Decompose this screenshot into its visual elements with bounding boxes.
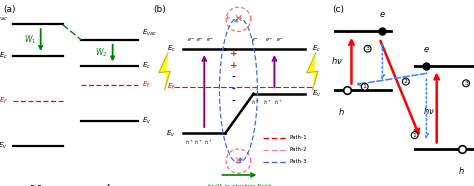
Polygon shape [159,52,170,90]
Text: 3: 3 [464,81,468,86]
Text: $h^+$: $h^+$ [263,98,271,107]
Text: $e^-$: $e^-$ [196,37,205,44]
Text: 1: 1 [363,84,366,89]
Text: 1: 1 [413,133,417,138]
Text: (b): (b) [153,5,166,15]
Text: $h^+$: $h^+$ [251,98,260,107]
Text: $\mathrm{PtS_2}$: $\mathrm{PtS_2}$ [29,184,46,186]
Text: $E_v$: $E_v$ [312,89,322,99]
Text: ✕: ✕ [234,156,243,166]
Text: $e^-$: $e^-$ [276,37,284,44]
Text: $e^-$: $e^-$ [187,37,195,44]
Text: Path-3: Path-3 [290,160,307,164]
Text: $E_F$: $E_F$ [142,80,152,90]
Text: $e^-$: $e^-$ [264,37,273,44]
Text: $e^-$: $e^-$ [251,37,260,44]
Text: $E_c$: $E_c$ [312,44,321,54]
Polygon shape [307,52,318,90]
Text: 2: 2 [404,79,408,84]
Text: $W_1$: $W_1$ [24,34,36,46]
Text: $h$: $h$ [338,106,345,117]
Text: $E_F$: $E_F$ [166,82,176,92]
Text: built-in electric field: built-in electric field [208,185,271,186]
Text: $h^+$: $h^+$ [274,98,283,107]
Text: (a): (a) [3,5,16,15]
Text: $e$: $e$ [423,45,430,54]
Text: (c): (c) [332,5,345,15]
Text: 3: 3 [365,46,370,51]
Text: $h\nu$: $h\nu$ [331,55,343,66]
Text: -: - [232,73,236,82]
Text: Are: Are [106,184,119,186]
Text: $e$: $e$ [379,10,386,19]
Text: $h\nu$: $h\nu$ [423,105,435,116]
Text: $E_v$: $E_v$ [166,128,176,139]
Text: $E_v$: $E_v$ [142,116,152,126]
Text: $E_v$: $E_v$ [0,140,8,151]
Text: ✕: ✕ [234,14,243,24]
Text: -: - [232,85,236,94]
Text: +: + [230,49,237,58]
Text: $h$: $h$ [458,165,465,176]
Text: $E_c$: $E_c$ [142,61,151,71]
Text: Path-2: Path-2 [290,147,307,152]
Text: $E_c$: $E_c$ [167,44,176,54]
Text: $h^+$: $h^+$ [194,138,203,147]
Text: $h^+$: $h^+$ [204,138,212,147]
Text: $E_F$: $E_F$ [0,95,8,106]
Text: $h^+$: $h^+$ [185,138,193,147]
Text: Path-1: Path-1 [290,135,307,140]
Text: $E_{vac}$: $E_{vac}$ [142,28,157,38]
Text: -: - [232,97,236,106]
Text: $E_{vac}$: $E_{vac}$ [0,12,8,23]
Text: +: + [230,61,237,70]
Text: $e^-$: $e^-$ [206,37,214,44]
Text: $W_2$: $W_2$ [95,47,108,59]
Text: $E_c$: $E_c$ [0,51,8,61]
